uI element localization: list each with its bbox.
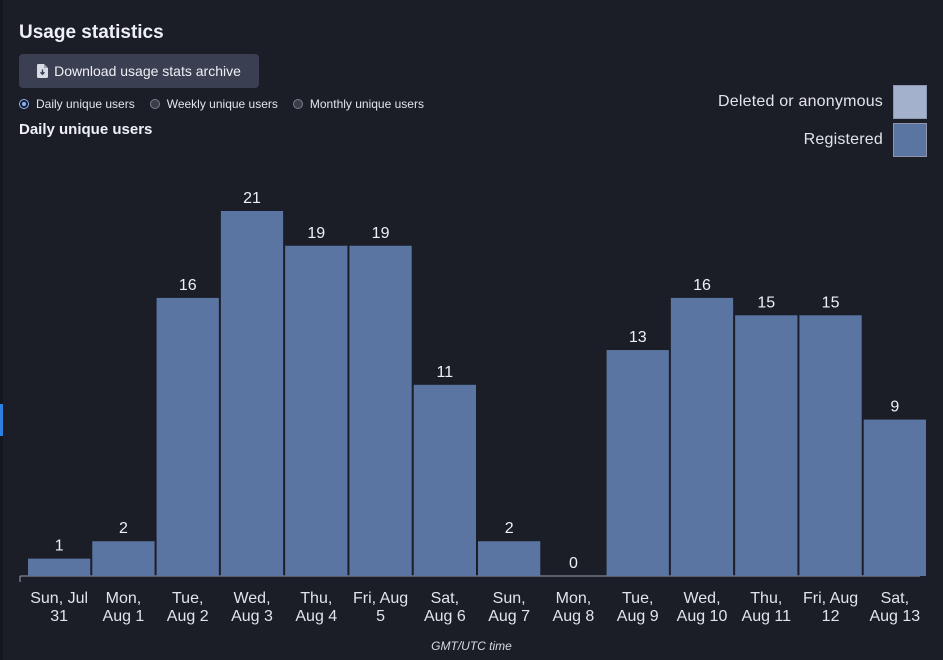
x-tick-label: Aug 11 <box>742 608 792 625</box>
bar-registered <box>28 558 91 576</box>
legend-swatch-deleted <box>893 85 927 119</box>
chart-title: Daily unique users <box>19 121 153 138</box>
bar-value-label: 15 <box>757 294 775 311</box>
bar-registered <box>349 245 412 576</box>
bar-value-label: 15 <box>822 294 840 311</box>
download-archive-button[interactable]: Download usage stats archive <box>19 54 259 88</box>
bar-value-label: 0 <box>569 555 578 572</box>
radio-daily-label: Daily unique users <box>36 97 135 111</box>
bar-value-label: 16 <box>179 277 197 294</box>
legend-label-deleted: Deleted or anonymous <box>718 93 883 110</box>
legend-item-deleted[interactable]: Deleted or anonymous <box>718 84 927 120</box>
radio-monthly-label: Monthly unique users <box>309 97 424 111</box>
bar-value-label: 16 <box>693 277 711 294</box>
bar-registered <box>799 315 862 576</box>
bar-registered <box>413 384 476 576</box>
radio-daily-unique-users[interactable]: Daily unique users <box>19 97 135 111</box>
x-tick-label: Aug 10 <box>677 608 728 625</box>
x-tick-label: Aug 1 <box>103 608 145 625</box>
x-tick-label: Sun, Jul <box>30 590 88 607</box>
bar-value-label: 21 <box>243 190 261 207</box>
legend-label-registered: Registered <box>803 131 883 148</box>
x-tick-label: Aug 3 <box>231 608 273 625</box>
x-tick-label: 12 <box>822 608 840 625</box>
bar-value-label: 19 <box>372 225 390 242</box>
bar-value-label: 1 <box>55 538 64 555</box>
x-tick-label: 31 <box>50 608 68 625</box>
chart-legend: Deleted or anonymous Registered <box>718 84 927 160</box>
legend-item-registered[interactable]: Registered <box>718 122 927 158</box>
bar-registered <box>670 297 734 576</box>
radio-weekly-indicator[interactable] <box>149 99 160 109</box>
bar-registered <box>285 245 348 576</box>
x-tick-label: Thu, <box>300 590 332 607</box>
bar-registered <box>478 541 541 576</box>
file-download-icon <box>37 64 49 78</box>
radio-weekly-unique-users[interactable]: Weekly unique users <box>149 97 278 111</box>
radio-monthly-unique-users[interactable]: Monthly unique users <box>292 97 424 111</box>
bar-registered <box>606 350 669 576</box>
x-tick-label: Sat, <box>881 590 909 607</box>
x-tick-label: Aug 8 <box>553 608 595 625</box>
bar-registered <box>156 297 219 576</box>
period-radio-group: Daily unique users Weekly unique users M… <box>19 97 439 111</box>
legend-swatch-registered <box>893 123 927 157</box>
x-tick-label: Sat, <box>431 590 459 607</box>
x-tick-label: Thu, <box>750 590 782 607</box>
radio-daily-indicator[interactable] <box>19 99 29 109</box>
x-tick-label: Aug 9 <box>617 608 659 625</box>
x-tick-label: Sun, <box>493 590 526 607</box>
bar-value-label: 2 <box>505 520 514 537</box>
x-tick-label: Tue, <box>172 590 203 607</box>
bar-value-label: 9 <box>890 399 899 416</box>
x-tick-label: Aug 6 <box>424 608 466 625</box>
radio-weekly-label: Weekly unique users <box>166 97 278 111</box>
x-tick-label: Mon, <box>106 590 142 607</box>
x-tick-label: Aug 13 <box>869 608 920 625</box>
bar-registered <box>220 211 284 576</box>
x-tick-label: Aug 4 <box>295 608 337 625</box>
x-tick-label: Wed, <box>233 590 270 607</box>
bar-registered <box>863 419 926 576</box>
bar-registered <box>92 541 155 576</box>
radio-monthly-indicator[interactable] <box>292 99 303 109</box>
bar-registered <box>735 315 798 576</box>
active-section-marker <box>0 404 3 436</box>
x-tick-label: Aug 7 <box>488 608 530 625</box>
x-tick-label: Fri, Aug <box>803 590 858 607</box>
page-title: Usage statistics <box>19 22 164 43</box>
x-tick-label: Wed, <box>683 590 720 607</box>
x-tick-label: Aug 2 <box>167 608 209 625</box>
x-tick-label: Mon, <box>556 590 592 607</box>
bar-value-label: 11 <box>437 364 454 381</box>
bar-value-label: 13 <box>629 329 647 346</box>
x-tick-label: 5 <box>376 608 385 625</box>
download-archive-label: Download usage stats archive <box>54 63 241 79</box>
x-tick-label: Tue, <box>622 590 653 607</box>
x-tick-label: Fri, Aug <box>353 590 408 607</box>
bar-value-label: 2 <box>119 520 128 537</box>
bar-value-label: 19 <box>307 225 325 242</box>
x-axis-title: GMT/UTC time <box>431 639 512 653</box>
left-edge-strip <box>0 0 3 660</box>
